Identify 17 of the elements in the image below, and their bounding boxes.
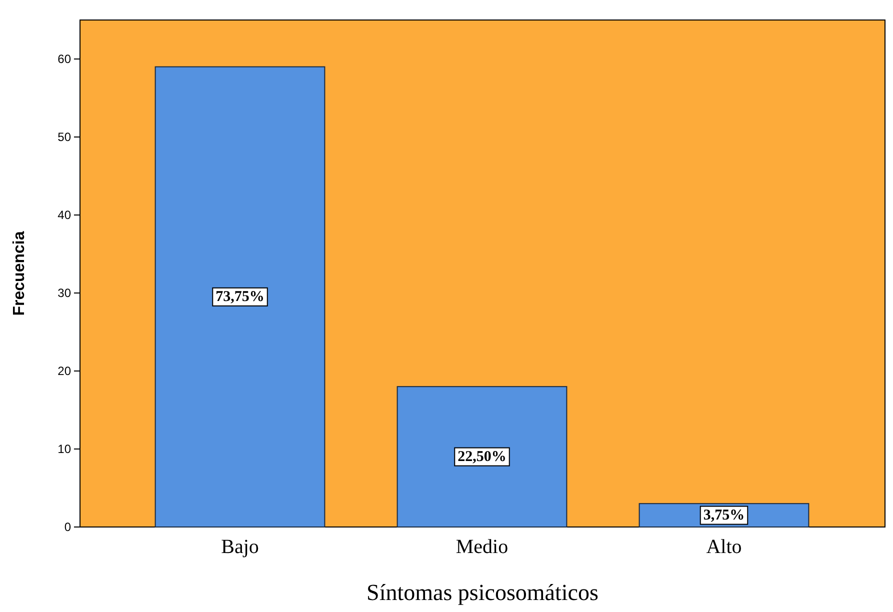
y-tick-label: 60 [58,52,72,66]
y-tick-label: 30 [58,286,72,300]
y-tick-label: 20 [58,364,72,378]
bar [154,66,326,528]
x-tick-label: Medio [456,536,508,558]
y-axis-title: Frecuencia [11,231,28,316]
text: 22,50% [458,448,506,465]
text: 73,75% [216,288,264,305]
y-tick-label: 40 [58,208,72,222]
x-axis-title: Síntomas psicosomáticos [366,580,598,605]
x-tick-label: Alto [706,536,742,558]
x-tick-label: Bajo [221,536,259,558]
text: 3,75% [703,507,745,524]
y-tick-label: 50 [58,130,72,144]
y-tick-label: 10 [58,442,72,456]
bar [396,386,568,528]
y-tick-label: 0 [64,520,72,534]
